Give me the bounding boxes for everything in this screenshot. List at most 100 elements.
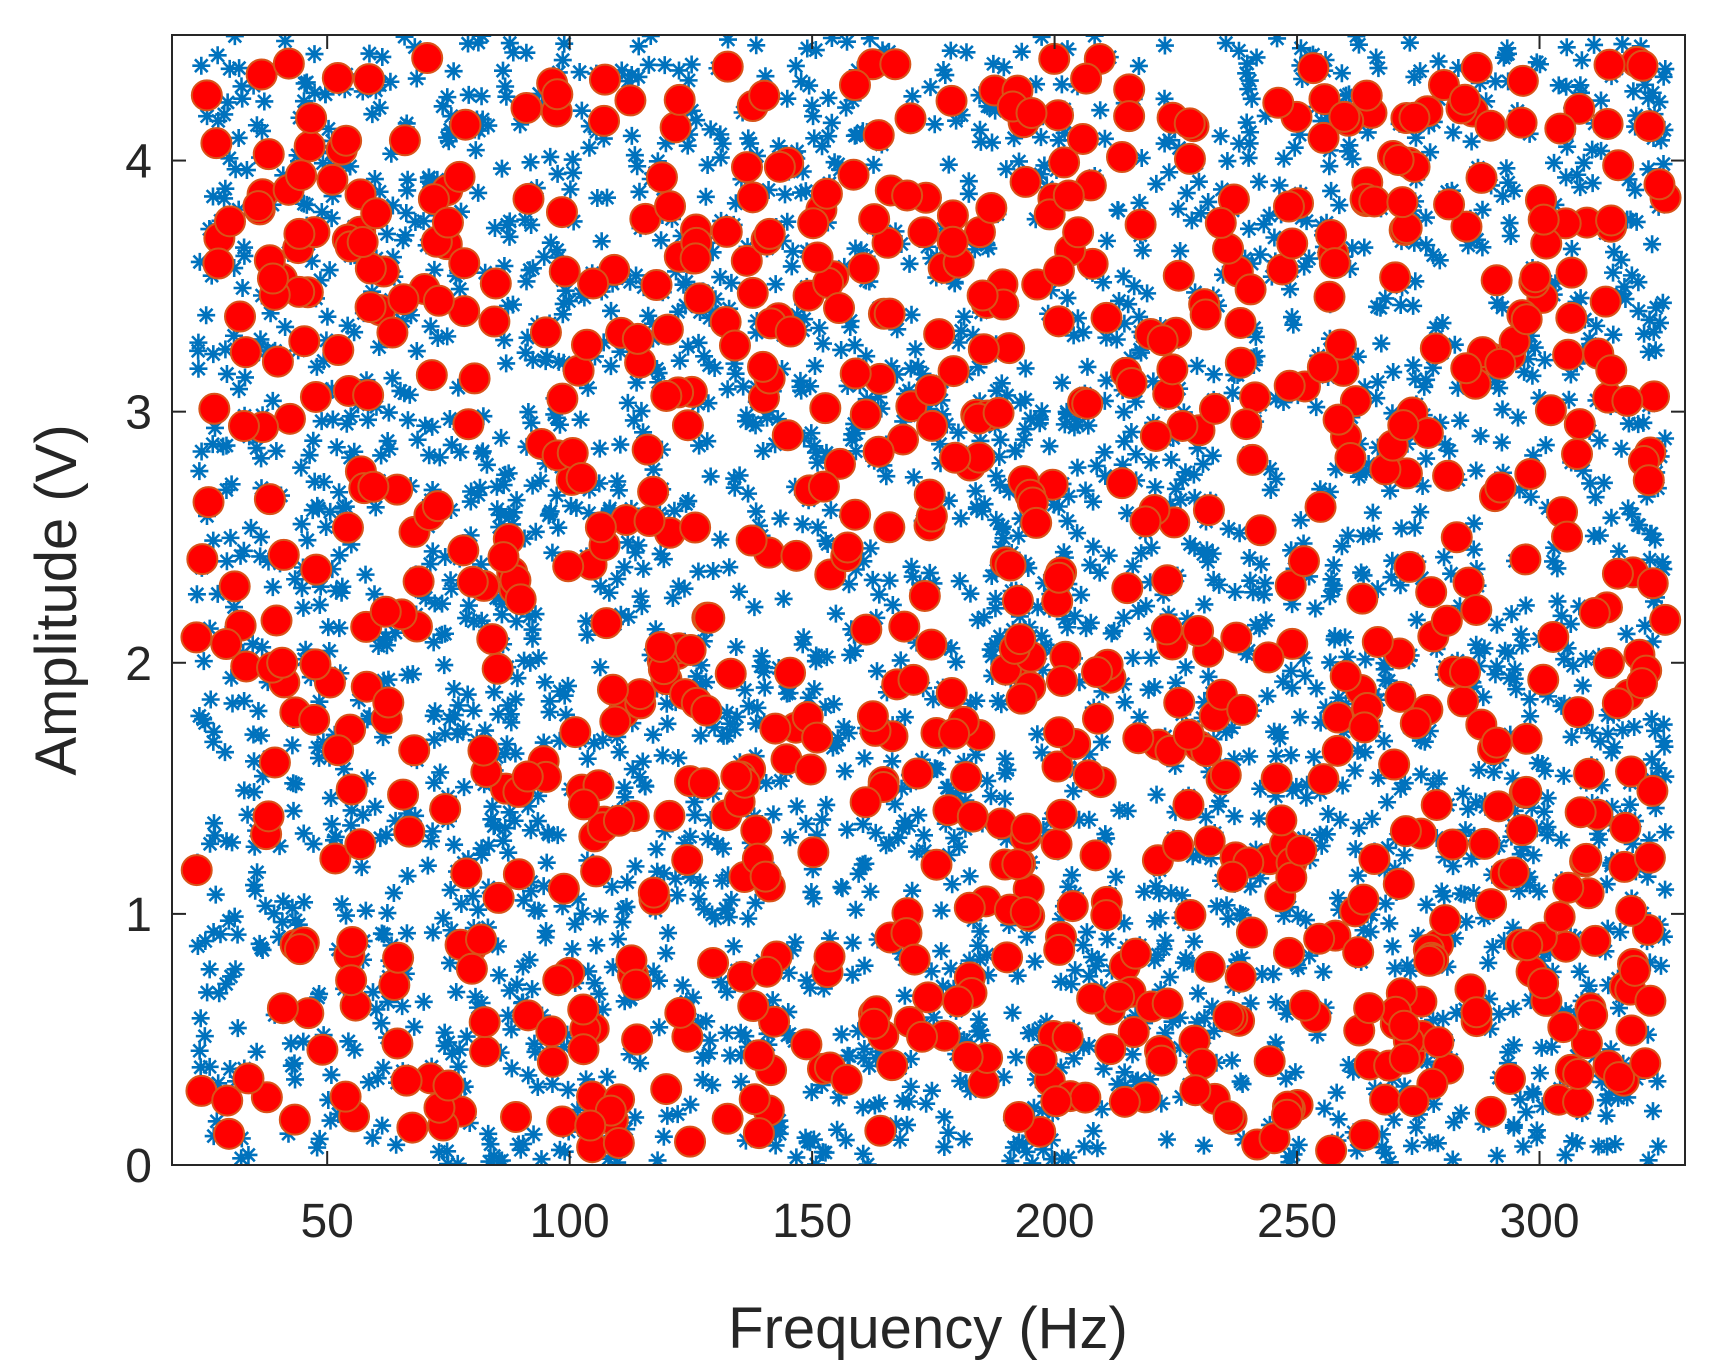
asterisk-point [1465, 514, 1484, 533]
asterisk-point [901, 1077, 920, 1096]
asterisk-point [577, 612, 596, 631]
circle-point [283, 217, 316, 250]
circle-point [1239, 381, 1272, 414]
circle-point [596, 673, 629, 706]
asterisk-point [459, 35, 478, 53]
asterisk-point [1033, 1101, 1052, 1120]
asterisk-point [521, 821, 540, 840]
asterisk-point [934, 60, 953, 79]
asterisk-point [430, 448, 449, 467]
asterisk-point [365, 170, 384, 189]
circle-point [346, 226, 379, 259]
asterisk-point [1431, 413, 1450, 432]
asterisk-point [528, 812, 547, 831]
asterisk-point [945, 829, 964, 848]
circle-point [936, 225, 969, 258]
asterisk-point [1457, 912, 1476, 931]
circle-point [306, 1033, 339, 1066]
asterisk-point [1398, 956, 1417, 975]
circle-point [1041, 750, 1074, 783]
asterisk-point [804, 1130, 823, 1149]
asterisk-point [1505, 801, 1524, 820]
asterisk-point [567, 498, 586, 517]
asterisk-point [969, 358, 988, 377]
asterisk-point [1237, 113, 1256, 132]
asterisk-point [1443, 1150, 1462, 1165]
asterisk-point [1384, 1110, 1403, 1129]
asterisk-point [1199, 667, 1218, 686]
asterisk-point [500, 803, 519, 822]
asterisk-point [1348, 866, 1367, 885]
asterisk-point [365, 585, 384, 604]
x-tick-label: 100 [530, 1195, 610, 1248]
circle-point [621, 1023, 654, 1056]
asterisk-point [1264, 965, 1283, 984]
asterisk-point [591, 577, 610, 596]
circle-point [637, 475, 670, 508]
asterisk-point [657, 944, 676, 963]
asterisk-point [842, 430, 861, 449]
asterisk-point [558, 1025, 577, 1044]
circle-point [1162, 829, 1195, 862]
asterisk-point [1160, 131, 1179, 150]
asterisk-point [1324, 556, 1343, 575]
asterisk-point [251, 330, 270, 349]
asterisk-point [1376, 1143, 1395, 1162]
asterisk-point [786, 56, 805, 75]
asterisk-point [1520, 868, 1539, 887]
asterisk-point [877, 467, 896, 486]
asterisk-point [909, 806, 928, 825]
asterisk-point [286, 1070, 305, 1089]
circle-point [1429, 904, 1462, 937]
asterisk-point [311, 577, 330, 596]
circle-point [839, 498, 872, 531]
asterisk-point [1065, 606, 1084, 625]
asterisk-point [494, 476, 513, 495]
asterisk-point [218, 93, 237, 112]
asterisk-point [550, 731, 569, 750]
circle-point [1563, 92, 1596, 125]
circle-point [1413, 944, 1446, 977]
asterisk-point [622, 126, 641, 145]
circle-point [224, 300, 257, 333]
asterisk-point [971, 132, 990, 151]
asterisk-point [578, 749, 597, 768]
asterisk-point [1064, 1049, 1083, 1068]
circle-point [894, 102, 927, 135]
asterisk-point [939, 491, 958, 510]
asterisk-point [448, 1154, 467, 1165]
asterisk-point [971, 1021, 990, 1040]
circle-point [1297, 52, 1330, 85]
asterisk-point [416, 588, 435, 607]
asterisk-point [1508, 408, 1527, 427]
asterisk-point [504, 43, 523, 62]
asterisk-point [1327, 460, 1346, 479]
circle-point [1636, 567, 1669, 600]
asterisk-point [599, 1149, 618, 1165]
asterisk-point [220, 149, 239, 168]
asterisk-point [687, 111, 706, 130]
circle-point [1005, 682, 1038, 715]
circle-point [469, 1035, 502, 1068]
asterisk-point [747, 323, 766, 342]
asterisk-point [1603, 797, 1622, 816]
asterisk-point [854, 815, 873, 834]
asterisk-point [1639, 1151, 1658, 1165]
asterisk-point [282, 1056, 301, 1075]
asterisk-point [754, 662, 773, 681]
asterisk-point [1284, 315, 1303, 334]
asterisk-point [1260, 206, 1279, 225]
asterisk-point [205, 418, 224, 437]
asterisk-point [1144, 372, 1163, 391]
asterisk-point [425, 260, 444, 279]
asterisk-point [1532, 1038, 1551, 1057]
asterisk-point [563, 150, 582, 169]
asterisk-point [1486, 72, 1505, 91]
asterisk-point [1329, 688, 1348, 707]
asterisk-point [900, 254, 919, 273]
asterisk-point [1656, 767, 1675, 786]
asterisk-point [587, 936, 606, 955]
asterisk-point [1637, 487, 1656, 506]
asterisk-point [838, 820, 857, 839]
asterisk-point [1171, 1038, 1190, 1057]
